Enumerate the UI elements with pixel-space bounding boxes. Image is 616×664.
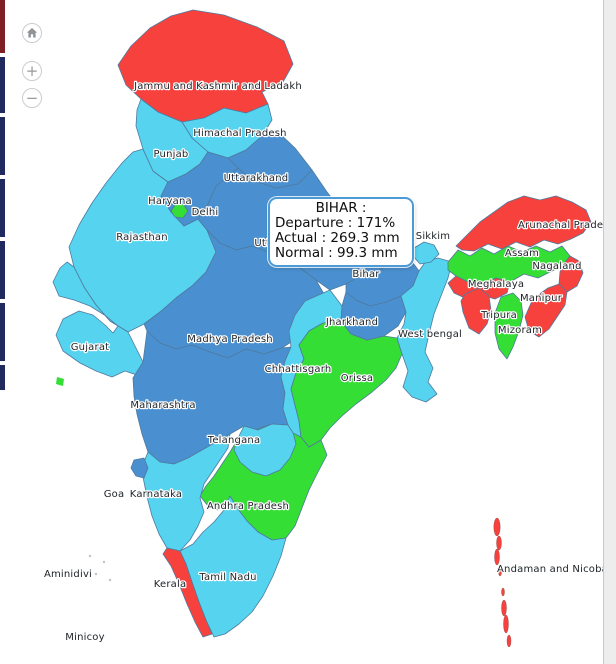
state-label-sikkim: Sikkim (416, 231, 450, 242)
state-shapes (52, 9, 592, 648)
plus-icon: + (25, 61, 39, 80)
state-label-himachal: Himachal Pradesh (193, 128, 286, 139)
state-sikkim[interactable] (412, 241, 440, 265)
tooltip-title: BIHAR : (315, 200, 367, 216)
state-label-kerala: Kerala (154, 579, 187, 590)
left-strip-segment (0, 303, 5, 361)
state-gujarat[interactable] (52, 261, 144, 378)
small-island (56, 377, 64, 386)
home-button[interactable] (22, 23, 42, 43)
state-label-uttarakhand: Uttarakhand (224, 173, 289, 184)
state-label-punjab: Punjab (154, 149, 189, 160)
state-label-manipur: Manipur (520, 293, 563, 304)
tooltip-normal: Normal : 99.3 mm (275, 245, 398, 261)
state-uttarakhand[interactable] (227, 129, 313, 189)
state-goa[interactable] (130, 457, 149, 479)
state-label-maharashtra: Maharashtra (130, 400, 195, 411)
state-manipur[interactable] (524, 283, 568, 338)
state-delhi[interactable] (170, 203, 189, 219)
zoom-in-button[interactable]: + (22, 61, 42, 81)
state-label-delhi: Delhi (192, 207, 219, 218)
map-tooltip: BIHAR : Departure : 171% Actual : 269.3 … (268, 197, 414, 267)
state-kerala[interactable] (162, 547, 213, 638)
state-meghalaya[interactable] (447, 275, 511, 300)
state-label-chhattisgarh: Chhattisgarh (265, 364, 332, 375)
left-strip-segment (0, 57, 5, 113)
state-label-haryana: Haryana (148, 196, 192, 207)
left-strip-segment (0, 117, 5, 175)
state-west-bengal[interactable] (396, 257, 453, 403)
scrollbar[interactable] (603, 0, 616, 664)
state-arunachal-pradesh[interactable] (455, 195, 592, 252)
state-label-karnataka: Karnataka (130, 489, 183, 500)
tooltip-actual: Actual : 269.3 mm (275, 230, 400, 246)
home-icon (26, 28, 38, 38)
state-label-jammu-kashmir: Jammu and Kashmir and Ladakh (133, 81, 302, 92)
state-mizoram[interactable] (494, 292, 524, 360)
state-nagaland[interactable] (558, 255, 584, 293)
zoom-out-button[interactable]: − (22, 88, 42, 108)
left-strip-segment (0, 365, 5, 390)
state-tripura[interactable] (460, 287, 492, 335)
state-label-assam: Assam (505, 248, 539, 259)
tooltip-departure: Departure : 171% (275, 215, 396, 231)
state-label-jharkhand: Jharkhand (325, 317, 378, 328)
state-orissa[interactable] (290, 320, 403, 448)
state-label-madhya-pradesh: Madhya Pradesh (187, 334, 273, 345)
minus-icon: − (25, 88, 39, 107)
state-label-gujarat: Gujarat (71, 342, 110, 353)
state-label-telangana: Telangana (207, 435, 261, 446)
andaman-islands[interactable] (493, 517, 512, 648)
state-label-andaman: Andaman and Nicobar (497, 564, 604, 575)
state-label-aminidivi: Aminidivi (44, 569, 92, 580)
left-strip-segment (0, 179, 5, 237)
left-strip-segment (0, 241, 5, 299)
state-label-meghalaya: Meghalaya (468, 279, 524, 290)
state-label-mizoram: Mizoram (498, 325, 542, 336)
state-labels: Jammu and Kashmir and Ladakh Himachal Pr… (43, 80, 604, 644)
state-telangana[interactable] (233, 423, 297, 477)
state-label-andhra: Andhra Pradesh (207, 501, 289, 512)
state-label-tripura: Tripura (480, 310, 517, 321)
state-label-bihar: Bihar (352, 269, 380, 280)
state-label-rajasthan: Rajasthan (116, 232, 168, 243)
state-label-goa: Goa (104, 489, 125, 500)
left-strip-segment (0, 0, 5, 53)
state-label-tamil-nadu: Tamil Nadu (198, 572, 256, 583)
state-label-west-bengal: West bengal (398, 329, 462, 340)
state-karnataka[interactable] (142, 433, 231, 552)
lakshadweep-islands (88, 554, 112, 638)
state-label-orissa: Orissa (341, 373, 374, 384)
state-label-arunachal: Arunachal Pradesh (518, 220, 604, 231)
state-label-minicoy: Minicoy (65, 632, 104, 643)
state-label-nagaland: Nagaland (532, 261, 581, 272)
